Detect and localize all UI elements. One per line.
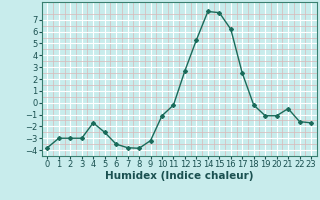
- X-axis label: Humidex (Indice chaleur): Humidex (Indice chaleur): [105, 171, 253, 181]
